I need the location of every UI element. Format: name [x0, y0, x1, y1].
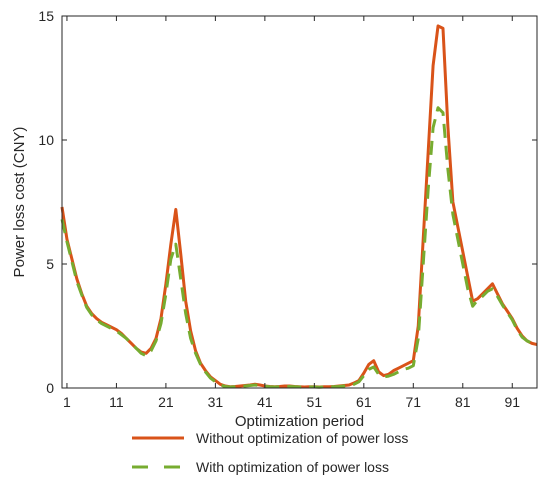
legend-label-with-optimization: With optimization of power loss [196, 459, 389, 475]
legend-label-without-optimization: Without optimization of power loss [196, 430, 408, 446]
y-tick-label: 15 [38, 8, 54, 24]
legend: Without optimization of power loss With … [132, 430, 408, 475]
y-tick-label: 0 [46, 380, 54, 396]
plot-frame [61, 15, 538, 389]
x-tick-label: 11 [109, 394, 124, 410]
x-tick-label: 31 [208, 394, 224, 410]
x-tick-label: 51 [307, 394, 323, 410]
x-axis-label: Optimization period [235, 413, 364, 430]
y-axis-label: Power loss cost (CNY) [11, 127, 28, 278]
x-tick-label: 21 [158, 394, 174, 410]
x-tick-label: 91 [504, 394, 520, 410]
y-tick-label: 5 [46, 256, 54, 272]
x-axis-ticks: 1 11 21 31 41 51 61 71 81 91 [63, 16, 520, 410]
x-tick-label: 41 [257, 394, 273, 410]
series-layer [60, 24, 538, 389]
y-tick-label: 10 [38, 132, 54, 148]
x-tick-label: 61 [356, 394, 372, 410]
y-axis-ticks: 0 5 10 15 [38, 8, 537, 396]
series-line-with-optimization [60, 106, 538, 389]
x-tick-label: 1 [63, 394, 71, 410]
x-tick-label: 81 [455, 394, 471, 410]
plot-background [62, 16, 537, 388]
x-tick-label: 71 [406, 394, 422, 410]
